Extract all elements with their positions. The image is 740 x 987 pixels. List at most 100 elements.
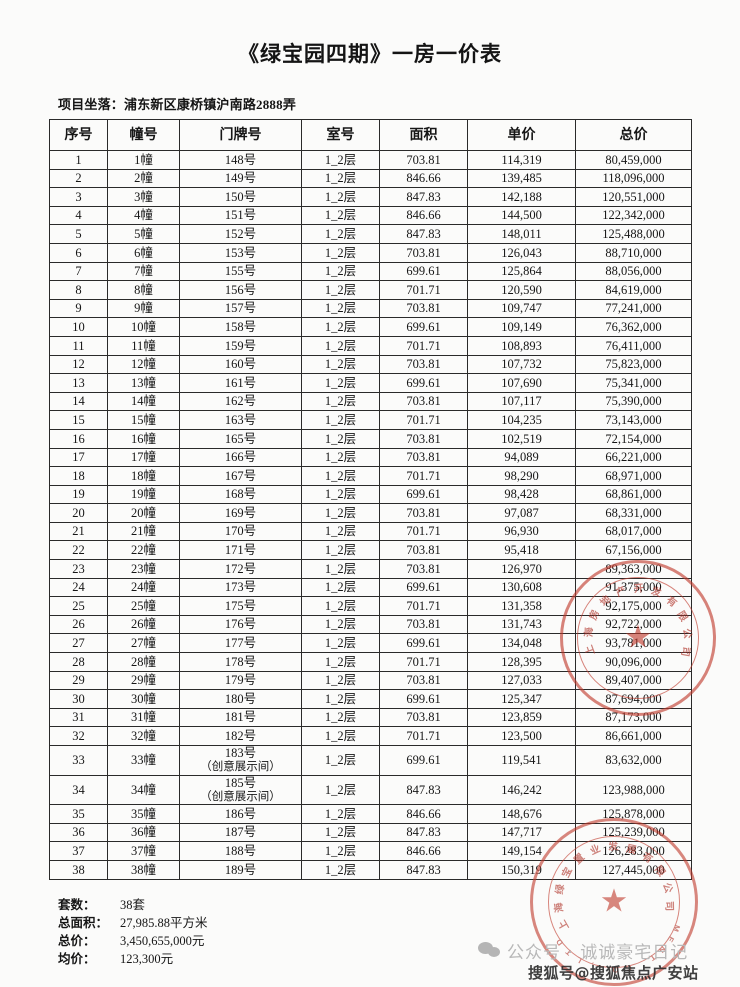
cell-door-number: 168号 — [179, 484, 302, 505]
door-number-text: 173号 — [224, 580, 257, 595]
cell-unit-price: 134,048 — [467, 633, 576, 654]
cell-building: 7幢 — [107, 261, 180, 282]
cell-index: 4 — [49, 205, 108, 226]
table-row: 22 22幢 171号 1_2层 703.81 95,418 67,156,000 — [49, 540, 692, 561]
cell-area: 703.81 — [379, 540, 468, 561]
summary-label-unit-count: 套数： — [58, 897, 96, 912]
door-number-text: 186号 — [224, 806, 257, 821]
cell-room: 1_2层 — [301, 354, 380, 375]
cell-room: 1_2层 — [301, 859, 380, 880]
cell-total-price: 84,619,000 — [575, 280, 692, 300]
summary-row-total-area: 总面积： 27,985.88平方米 — [58, 914, 740, 932]
cell-area: 699.61 — [379, 484, 468, 505]
door-number-text: 179号 — [224, 673, 257, 688]
cell-room: 1_2层 — [301, 841, 380, 861]
cell-door-number: 159号 — [179, 335, 302, 356]
cell-area: 701.71 — [379, 652, 468, 672]
cell-area: 703.81 — [379, 242, 468, 263]
cell-total-price: 68,971,000 — [575, 466, 692, 486]
cell-door-number: 156号 — [179, 280, 302, 300]
table-row: 16 16幢 165号 1_2层 703.81 102,519 72,154,000 — [49, 428, 692, 449]
cell-room: 1_2层 — [301, 670, 380, 691]
cell-unit-price: 109,149 — [467, 317, 576, 337]
door-number-text: 181号 — [224, 710, 257, 725]
cell-door-number: 166号 — [179, 447, 302, 468]
cell-building: 2幢 — [107, 168, 180, 189]
cell-total-price: 88,710,000 — [575, 242, 692, 263]
table-row: 25 25幢 175号 1_2层 701.71 131,358 92,175,000 — [49, 596, 692, 616]
cell-total-price: 87,173,000 — [575, 707, 692, 728]
cell-total-price: 127,445,000 — [575, 859, 692, 880]
table-row: 31 31幢 181号 1_2层 703.81 123,859 87,173,000 — [49, 707, 692, 728]
cell-area: 699.61 — [379, 577, 468, 598]
project-location-value: 浦东新区康桥镇沪南路2888弄 — [124, 97, 297, 112]
cell-door-number: 158号 — [179, 317, 302, 337]
cell-unit-price: 139,485 — [467, 168, 576, 189]
table-row: 6 6幢 153号 1_2层 703.81 126,043 88,710,000 — [49, 242, 692, 263]
cell-door-number: 180号 — [179, 689, 302, 709]
cell-room: 1_2层 — [301, 261, 380, 282]
cell-index: 9 — [49, 298, 108, 319]
cell-area: 703.81 — [379, 354, 468, 375]
cell-total-price: 93,781,000 — [575, 633, 692, 654]
cell-room: 1_2层 — [301, 745, 380, 776]
cell-area: 846.66 — [379, 205, 468, 226]
summary-label-total-area: 总面积： — [58, 915, 109, 930]
cell-total-price: 68,017,000 — [575, 521, 692, 542]
cell-door-number: 151号 — [179, 205, 302, 226]
cell-unit-price: 98,290 — [467, 466, 576, 486]
table-row: 9 9幢 157号 1_2层 703.81 109,747 77,241,000 — [49, 298, 692, 319]
cell-total-price: 120,551,000 — [575, 187, 692, 207]
cell-index: 14 — [49, 391, 108, 412]
cell-room: 1_2层 — [301, 280, 380, 300]
cell-door-number: 167号 — [179, 466, 302, 486]
cell-unit-price: 108,893 — [467, 335, 576, 356]
cell-room: 1_2层 — [301, 614, 380, 635]
cell-total-price: 87,694,000 — [575, 689, 692, 709]
cell-unit-price: 104,235 — [467, 410, 576, 430]
table-row: 24 24幢 173号 1_2层 699.61 130,608 91,375,000 — [49, 577, 692, 598]
table-row: 21 21幢 170号 1_2层 701.71 96,930 68,017,000 — [49, 521, 692, 542]
cell-total-price: 80,459,000 — [575, 150, 692, 170]
cell-door-number: 157号 — [179, 298, 302, 319]
cell-room: 1_2层 — [301, 540, 380, 561]
door-number-text: 162号 — [224, 394, 257, 409]
cell-index: 22 — [49, 540, 108, 561]
table-row: 15 15幢 163号 1_2层 701.71 104,235 73,143,000 — [49, 410, 692, 430]
cell-index: 21 — [49, 521, 108, 542]
cell-door-number: 155号 — [179, 261, 302, 282]
cell-door-number: 177号 — [179, 633, 302, 654]
cell-door-number: 162号 — [179, 391, 302, 412]
cell-door-number: 172号 — [179, 559, 302, 579]
cell-unit-price: 126,970 — [467, 559, 576, 579]
cell-total-price: 76,411,000 — [575, 335, 692, 356]
cell-building: 25幢 — [107, 596, 180, 616]
table-row: 23 23幢 172号 1_2层 703.81 126,970 89,363,000 — [49, 559, 692, 579]
col-header-unit-price: 单价 — [467, 119, 576, 151]
cell-area: 847.83 — [379, 224, 468, 244]
cell-building: 15幢 — [107, 410, 180, 430]
table-row: 28 28幢 178号 1_2层 701.71 128,395 90,096,000 — [49, 652, 692, 672]
door-number-text: 189号 — [224, 862, 257, 877]
door-number-text: 155号 — [224, 264, 257, 279]
cell-total-price: 76,362,000 — [575, 317, 692, 337]
cell-room: 1_2层 — [301, 774, 380, 806]
cell-door-number: 170号 — [179, 521, 302, 542]
cell-area: 703.81 — [379, 707, 468, 728]
door-number-text: 166号 — [224, 450, 257, 465]
cell-door-number: 173号 — [179, 577, 302, 598]
door-number-text: 158号 — [224, 319, 257, 334]
cell-unit-price: 146,242 — [467, 774, 576, 806]
cell-index: 5 — [49, 224, 108, 244]
cell-building: 32幢 — [107, 726, 180, 746]
table-row: 38 38幢 189号 1_2层 847.83 150,319 127,445,000 — [49, 859, 692, 880]
cell-room: 1_2层 — [301, 428, 380, 449]
cell-building: 10幢 — [107, 317, 180, 337]
cell-door-number: 181号 — [179, 707, 302, 728]
cell-room: 1_2层 — [301, 335, 380, 356]
cell-area: 847.83 — [379, 822, 468, 843]
cell-total-price: 122,342,000 — [575, 205, 692, 226]
door-number-text: 175号 — [224, 598, 257, 613]
table-row: 8 8幢 156号 1_2层 701.71 120,590 84,619,000 — [49, 280, 692, 300]
